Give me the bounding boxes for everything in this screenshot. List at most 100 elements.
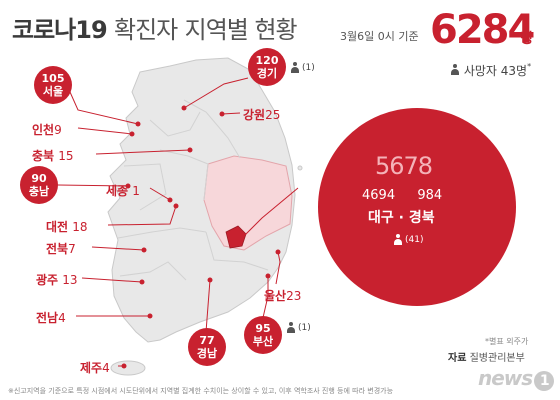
busan-deaths: (1) bbox=[286, 322, 311, 333]
incheon-count: 9 bbox=[54, 123, 62, 137]
gyeonggi-count: 120 bbox=[255, 54, 279, 67]
logo-mark: 1 bbox=[534, 371, 555, 391]
leader-seoul bbox=[69, 91, 139, 125]
dot-chungnam bbox=[125, 183, 131, 189]
badge-busan: 95 부산 bbox=[244, 316, 282, 354]
map-daegu bbox=[225, 225, 247, 249]
map-daegu-gyeongbuk bbox=[203, 155, 293, 251]
leader-chungnam bbox=[57, 184, 129, 187]
source-name: 질병관리본부 bbox=[469, 353, 525, 364]
border-chungnam bbox=[123, 163, 167, 211]
label-gwangju: 광주 13 bbox=[36, 271, 78, 288]
border-gyeonggi bbox=[149, 111, 201, 137]
source-label: 자료 bbox=[448, 353, 467, 364]
leader-busan bbox=[261, 276, 269, 323]
border-jeonbuk bbox=[117, 227, 207, 239]
gangwon-count: 25 bbox=[265, 108, 281, 122]
jeonnam-name: 전남 bbox=[36, 311, 59, 325]
daegu-gyeongbuk-total: 5678 bbox=[375, 152, 433, 180]
daejeon-count: 18 bbox=[72, 220, 88, 234]
daegu-gyeongbuk-deaths-count: (41) bbox=[405, 234, 424, 245]
dot-jeju bbox=[121, 363, 127, 369]
chungbuk-count: 15 bbox=[58, 149, 74, 163]
gyeonggi-deaths: (1) bbox=[290, 62, 315, 73]
leader-daejeon bbox=[107, 205, 177, 226]
dot-gyeonggi bbox=[181, 105, 187, 111]
label-chungbuk: 충북 15 bbox=[32, 147, 74, 164]
person-icon bbox=[286, 322, 296, 333]
dot-sejong bbox=[167, 197, 173, 203]
border-jeonnam bbox=[119, 261, 187, 281]
dot-daejeon bbox=[173, 203, 179, 209]
incheon-name: 인천 bbox=[32, 123, 55, 137]
leader-sejong bbox=[149, 187, 171, 201]
badge-gyeonggi: 120 경기 bbox=[248, 48, 286, 86]
jeonnam-count: 4 bbox=[58, 311, 66, 325]
ulsan-name: 울산 bbox=[264, 289, 287, 303]
border-gyeongnam bbox=[205, 231, 269, 271]
leader-chungbuk bbox=[95, 149, 191, 155]
badge-chungnam: 90 충남 bbox=[20, 166, 58, 204]
chungbuk-name: 충북 bbox=[32, 149, 55, 163]
label-incheon: 인천9 bbox=[32, 121, 62, 138]
leader-gangwon bbox=[221, 112, 241, 115]
dot-chungbuk bbox=[187, 147, 193, 153]
label-sejong: 세종 1 bbox=[106, 182, 140, 199]
total-unit: 명 bbox=[520, 31, 533, 47]
leader-incheon bbox=[77, 127, 133, 135]
daejeon-name: 대전 bbox=[46, 220, 69, 234]
person-icon bbox=[290, 62, 300, 73]
gwangju-name: 광주 bbox=[36, 273, 59, 287]
gyeonggi-name: 경기 bbox=[256, 67, 278, 80]
gyeongbuk-count: 984 bbox=[417, 188, 443, 203]
ulsan-count: 23 bbox=[286, 289, 302, 303]
daegu-gyeongbuk-circle bbox=[318, 108, 516, 306]
badge-gyeongnam: 77 경남 bbox=[188, 328, 226, 366]
busan-name: 부산 bbox=[252, 335, 274, 348]
title-covid19: 코로나19 bbox=[12, 16, 108, 44]
gyeonggi-deaths-count: (1) bbox=[302, 62, 315, 73]
dot-incheon bbox=[129, 131, 135, 137]
label-jeonbuk: 전북7 bbox=[46, 240, 76, 257]
label-jeonnam: 전남4 bbox=[36, 309, 66, 326]
daegu-count: 4694 bbox=[362, 188, 396, 203]
sejong-name: 세종 bbox=[106, 184, 129, 198]
page-title: 코로나19 확진자 지역별 현황 bbox=[12, 10, 298, 45]
gwangju-count: 13 bbox=[62, 273, 78, 287]
gangwon-name: 강원 bbox=[243, 108, 266, 122]
dot-gangwon bbox=[219, 111, 225, 117]
total-count: 6284 bbox=[430, 7, 535, 53]
busan-deaths-count: (1) bbox=[298, 322, 311, 333]
dot-jeonnam bbox=[147, 313, 153, 319]
jeonbuk-count: 7 bbox=[68, 242, 76, 256]
title-confirmed: 확진자 bbox=[114, 16, 178, 44]
chungnam-count: 90 bbox=[31, 172, 47, 185]
deaths-label: 사망자 43명 bbox=[463, 64, 528, 78]
gyeongnam-name: 경남 bbox=[196, 347, 218, 360]
map-ulleungdo bbox=[297, 165, 303, 171]
jeju-name: 제주 bbox=[80, 361, 103, 375]
leader-ulsan bbox=[275, 251, 281, 285]
news1-logo: news 1 bbox=[478, 366, 555, 391]
label-daejeon: 대전 18 bbox=[46, 218, 88, 235]
seoul-name: 서울 bbox=[42, 85, 64, 98]
source-note: *별표 외주가 bbox=[485, 337, 529, 346]
dot-gyeongnam bbox=[207, 277, 213, 283]
source: 자료 질병관리본부 bbox=[448, 349, 525, 364]
daegu-gyeongbuk-deaths: (41) bbox=[393, 234, 423, 245]
dot-ulsan bbox=[275, 249, 281, 255]
deaths-mark: * bbox=[527, 62, 532, 71]
jeju-count: 4 bbox=[102, 361, 110, 375]
person-icon bbox=[393, 234, 403, 245]
footnote: ※신고지역을 기준으로 특정 시점에서 시도단위에서 지역별 집계한 수치이는 … bbox=[8, 387, 394, 395]
title-by-region: 지역별 현황 bbox=[184, 16, 298, 44]
jeonbuk-name: 전북 bbox=[46, 242, 69, 256]
leader-gyeonggi bbox=[183, 77, 249, 109]
sejong-count: 1 bbox=[132, 184, 140, 198]
daegu-gyeongbuk-names: 대구 · 경북 bbox=[368, 210, 435, 226]
person-icon bbox=[450, 64, 460, 75]
leader-daegu bbox=[243, 187, 299, 237]
dot-busan bbox=[265, 273, 271, 279]
